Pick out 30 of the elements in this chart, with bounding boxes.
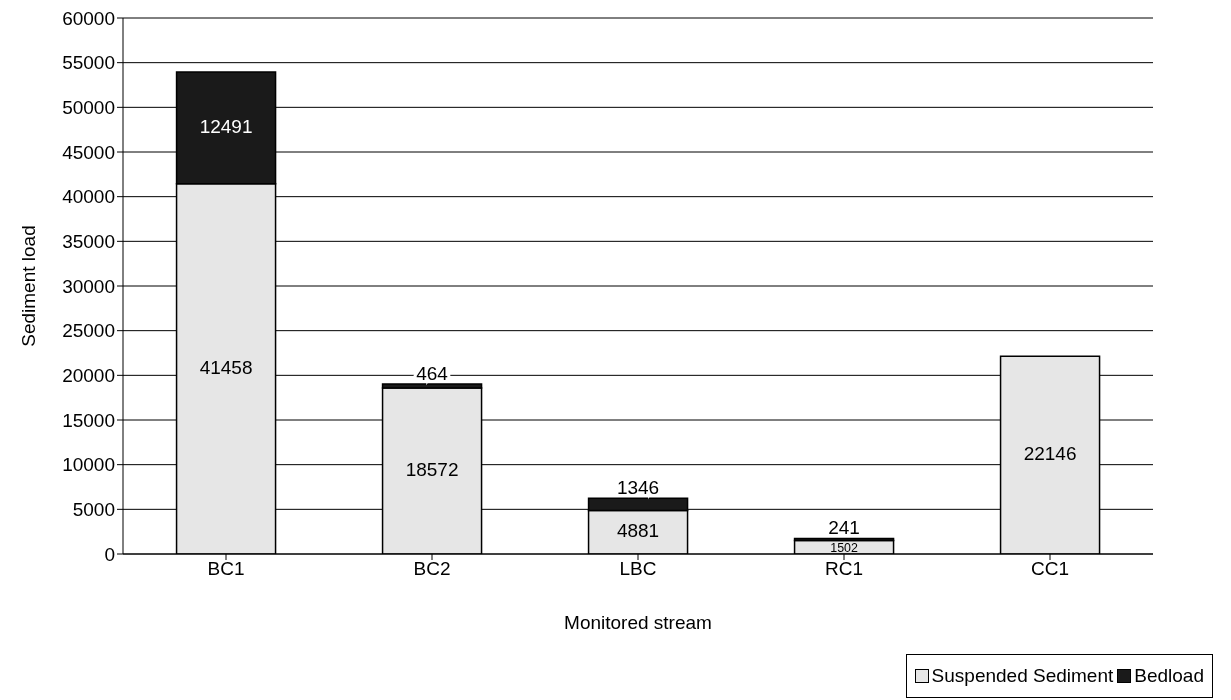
y-tick-label: 10000 — [62, 454, 115, 476]
y-tick-label: 20000 — [62, 365, 115, 387]
data-label: 18572 — [405, 459, 459, 481]
x-tick-label: LBC — [619, 558, 657, 580]
y-tick-label: 15000 — [62, 409, 115, 431]
y-tick-label: 50000 — [62, 97, 115, 119]
x-axis-title: Monitored stream — [564, 612, 712, 633]
y-axis-title: Sediment load — [17, 225, 39, 347]
x-tick-label: BC2 — [413, 558, 451, 580]
data-label: 1502 — [830, 540, 858, 555]
data-label: 41458 — [199, 356, 253, 378]
legend-label: Suspended Sediment — [930, 665, 1114, 687]
y-tick-label: 30000 — [62, 275, 115, 297]
data-label: 22146 — [1023, 443, 1077, 465]
data-label: 4881 — [616, 520, 660, 542]
data-label: 12491 — [199, 115, 253, 137]
legend-label: Bedload — [1133, 665, 1204, 687]
y-tick-label: 0 — [104, 543, 115, 565]
x-tick-label: CC1 — [1030, 558, 1070, 580]
y-tick-label: 5000 — [72, 499, 115, 521]
y-tick-label: 40000 — [62, 186, 115, 208]
y-tick-label: 25000 — [62, 320, 115, 342]
data-label: 241 — [828, 517, 860, 539]
y-tick-label: 45000 — [62, 141, 115, 163]
y-tick-label: 55000 — [62, 52, 115, 74]
data-label: 1346 — [616, 477, 660, 499]
x-tick-label: BC1 — [207, 558, 245, 580]
y-tick-label: 60000 — [62, 7, 115, 29]
x-tick-label: RC1 — [824, 558, 864, 580]
y-tick-label: 35000 — [62, 231, 115, 253]
